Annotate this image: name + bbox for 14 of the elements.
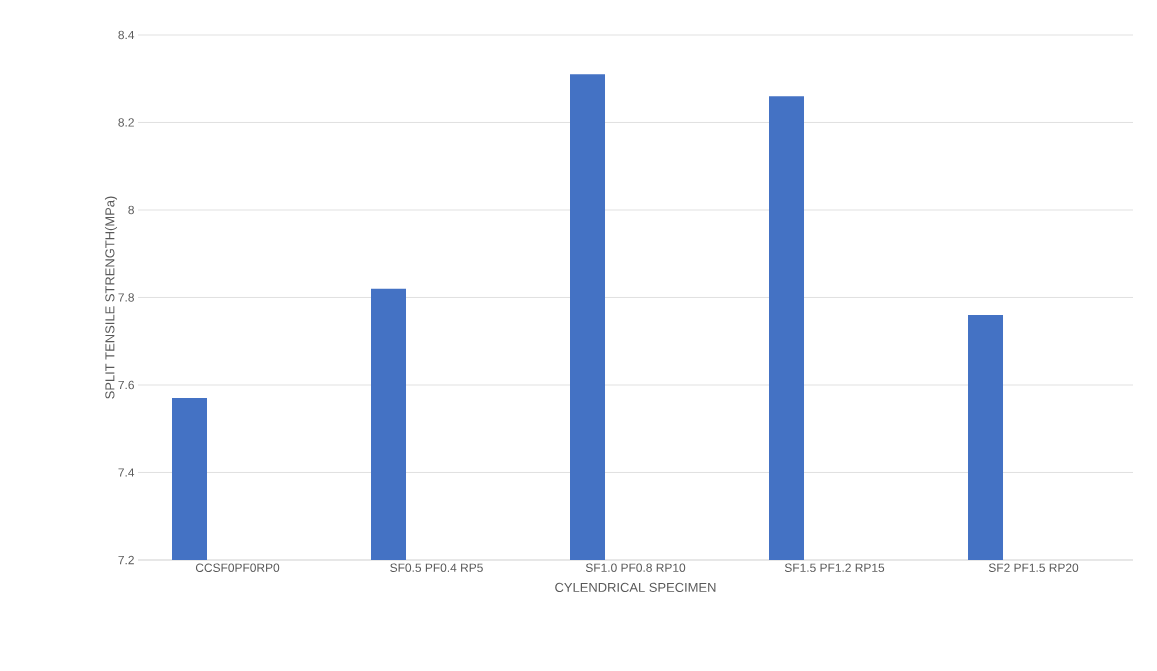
- y-axis-title: SPLIT TENSILE STRENGTH(MPa): [104, 196, 118, 399]
- y-tick-label: 7.2: [118, 555, 134, 565]
- x-tick-label: CCSF0PF0RP0: [195, 563, 280, 572]
- x-tick-label: SF0.5 PF0.4 RP5: [390, 563, 483, 572]
- y-tick-label: 8.4: [118, 30, 135, 40]
- y-tick-label: 8.2: [118, 118, 134, 127]
- y-tick-label: 7.8: [118, 293, 134, 302]
- x-axis-title: CYLENDRICAL SPECIMEN: [555, 582, 716, 592]
- x-tick-label: SF1.5 PF1.2 RP15: [784, 563, 885, 572]
- y-tick-label: 7.4: [118, 468, 135, 477]
- y-tick-label: 7.6: [118, 380, 134, 390]
- x-tick-label: SF2 PF1.5 RP20: [988, 563, 1079, 572]
- y-tick-label: 8: [128, 205, 134, 215]
- x-tick-label: SF1.0 PF0.8 RP10: [585, 563, 686, 572]
